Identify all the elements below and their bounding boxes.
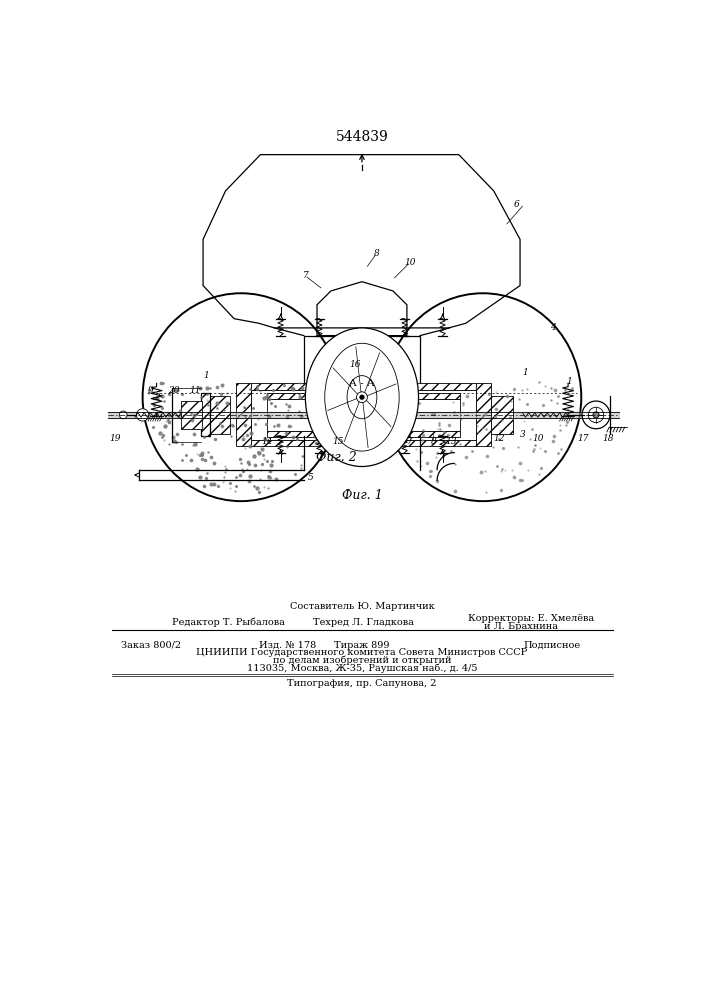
Bar xyxy=(209,396,230,434)
Text: 113035, Москва, Ж-35, Раушская наб., д. 4/5: 113035, Москва, Ж-35, Раушская наб., д. … xyxy=(247,663,477,673)
Text: 1: 1 xyxy=(522,368,528,377)
Text: Фиг. 1: Фиг. 1 xyxy=(341,489,382,502)
Text: 15: 15 xyxy=(332,437,344,446)
Text: 10: 10 xyxy=(404,258,416,267)
Text: Подписное: Подписное xyxy=(523,641,580,650)
Bar xyxy=(267,399,460,431)
Text: Тираж 899: Тираж 899 xyxy=(334,641,390,650)
Bar xyxy=(267,431,460,437)
Text: 4: 4 xyxy=(327,340,332,349)
Circle shape xyxy=(582,401,610,429)
Text: 11: 11 xyxy=(189,386,201,395)
Ellipse shape xyxy=(305,328,419,466)
Text: 17: 17 xyxy=(577,434,588,443)
Text: 10: 10 xyxy=(532,434,544,443)
Circle shape xyxy=(136,409,149,421)
Bar xyxy=(348,381,379,385)
Text: 7: 7 xyxy=(303,271,308,280)
Bar xyxy=(304,336,420,436)
Text: 1: 1 xyxy=(204,371,209,380)
Circle shape xyxy=(119,411,127,419)
Bar xyxy=(182,401,201,429)
Text: 544839: 544839 xyxy=(336,130,388,144)
Circle shape xyxy=(360,395,364,399)
Text: 19: 19 xyxy=(110,434,121,443)
Text: 9: 9 xyxy=(148,386,153,395)
Text: 7: 7 xyxy=(407,437,413,446)
Bar xyxy=(251,383,476,390)
Text: Фиг. 2: Фиг. 2 xyxy=(316,451,357,464)
Text: 1: 1 xyxy=(566,377,572,386)
Text: и Л. Брахнина: и Л. Брахнина xyxy=(484,622,558,631)
Text: Составитель Ю. Мартинчик: Составитель Ю. Мартинчик xyxy=(290,602,434,611)
Bar xyxy=(251,440,476,446)
Text: 13: 13 xyxy=(445,437,457,446)
Text: 8: 8 xyxy=(374,249,380,258)
Text: Типография, пр. Сапунова, 2: Типография, пр. Сапунова, 2 xyxy=(287,679,437,688)
Text: 3: 3 xyxy=(520,430,525,439)
Text: 18: 18 xyxy=(602,434,614,443)
Text: 4: 4 xyxy=(327,424,332,432)
Bar xyxy=(201,393,210,436)
Bar xyxy=(491,396,513,434)
Text: ЦНИИПИ Государственного комитета Совета Министров СССР: ЦНИИПИ Государственного комитета Совета … xyxy=(197,648,527,657)
Text: 2: 2 xyxy=(153,393,160,402)
Text: 8: 8 xyxy=(431,437,436,446)
Circle shape xyxy=(593,412,599,418)
Text: Редактор Т. Рыбалова: Редактор Т. Рыбалова xyxy=(172,617,285,627)
Bar xyxy=(267,393,460,399)
Text: 16: 16 xyxy=(349,360,361,369)
Text: по делам изобретений и открытий: по делам изобретений и открытий xyxy=(273,656,451,665)
Bar xyxy=(358,383,370,446)
Text: А - А: А - А xyxy=(349,379,375,388)
Text: 20: 20 xyxy=(168,386,180,395)
Bar xyxy=(235,383,251,446)
Bar xyxy=(251,390,476,440)
Text: 4: 4 xyxy=(551,323,556,332)
Circle shape xyxy=(588,407,604,423)
Text: Техред Л. Гладкова: Техред Л. Гладкова xyxy=(313,618,414,627)
Text: 12: 12 xyxy=(493,434,505,443)
Text: Заказ 800/2: Заказ 800/2 xyxy=(121,641,181,650)
Text: Изд. № 178: Изд. № 178 xyxy=(259,641,316,650)
Text: 6: 6 xyxy=(514,200,520,209)
Text: 14: 14 xyxy=(261,437,272,446)
Bar xyxy=(476,383,491,446)
Text: Корректоры: Е. Хмелёва: Корректоры: Е. Хмелёва xyxy=(468,614,595,623)
Text: 5: 5 xyxy=(308,473,314,482)
